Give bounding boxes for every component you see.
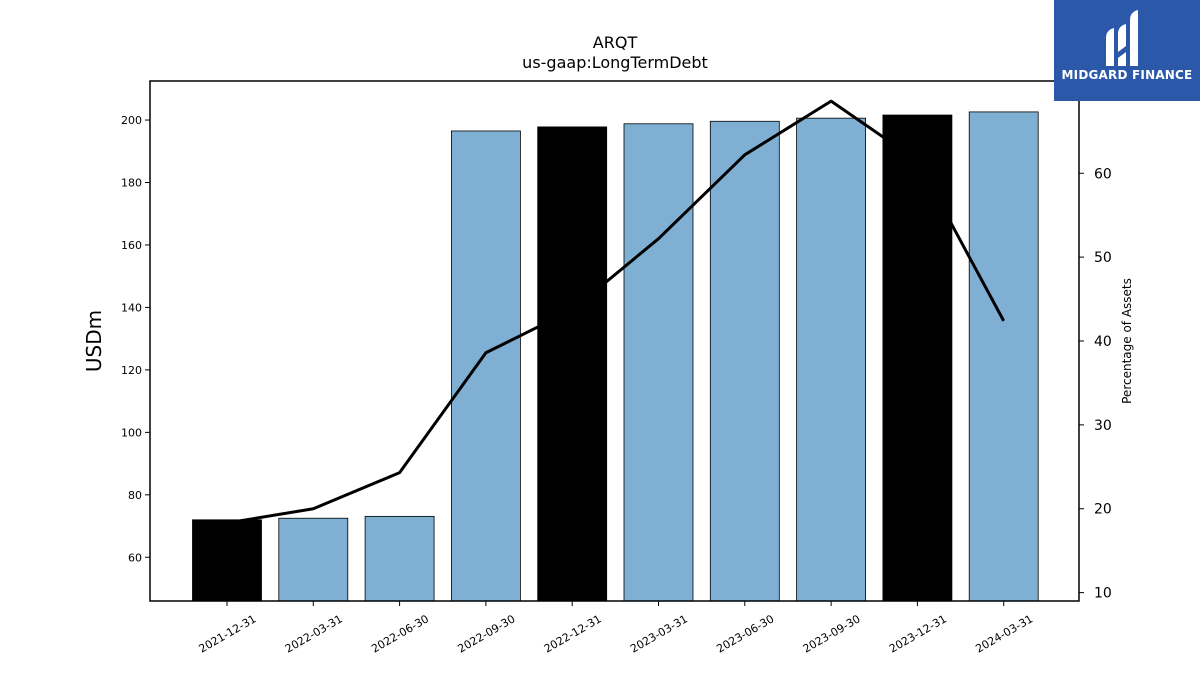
bar — [709, 120, 780, 602]
percentage-line — [226, 99, 1006, 525]
y-tick-label: 160 — [121, 239, 142, 252]
x-tick-label: 2023-09-30 — [801, 612, 863, 655]
chart-title: ARQT — [593, 33, 638, 52]
x-tick-label: 2023-12-31 — [887, 612, 949, 655]
x-tick-label: 2021-12-31 — [197, 612, 259, 655]
logo-text: MIDGARD FINANCE — [1061, 68, 1193, 82]
y-tick-label: 200 — [121, 114, 142, 127]
brand-logo: MIDGARD FINANCE — [1054, 0, 1200, 101]
axes-group: 60 80 100 120 140 160 180 200 10 20 30 40 50 60 2021-1… — [121, 80, 1112, 656]
x-tick-label: 2022-06-30 — [369, 612, 431, 655]
x-tick-label: 2022-09-30 — [456, 612, 518, 655]
y2-tick-label: 30 — [1094, 418, 1112, 434]
y-tick-label: 180 — [121, 177, 142, 190]
bar — [537, 126, 608, 602]
bar — [364, 515, 435, 602]
y-tick-label: 80 — [128, 489, 142, 502]
bar — [623, 123, 694, 602]
bar — [450, 130, 521, 602]
y-tick-label: 120 — [121, 364, 142, 377]
bar — [278, 517, 349, 602]
x-tick-label: 2024-03-31 — [973, 612, 1035, 655]
x-tick-label: 2023-03-31 — [628, 612, 690, 655]
y-tick-label: 140 — [121, 301, 142, 314]
y2-tick-label: 20 — [1094, 502, 1112, 518]
y2-axis-label: Percentage of Assets — [1120, 278, 1134, 404]
y-tick-label: 60 — [128, 551, 142, 564]
y2-tick-label: 10 — [1094, 586, 1112, 602]
y-axis-label: USDm — [82, 310, 106, 372]
logo-mark-icon — [1106, 10, 1138, 66]
y2-tick-label: 40 — [1094, 334, 1112, 350]
y2-tick-label: 60 — [1094, 166, 1112, 182]
bar-group — [192, 111, 1039, 602]
x-tick-label: 2022-03-31 — [283, 612, 345, 655]
x-tick-label: 2022-12-31 — [542, 612, 604, 655]
bar — [192, 519, 262, 602]
chart-subtitle: us-gaap:LongTermDebt — [522, 53, 708, 72]
x-tick-label: 2023-06-30 — [714, 612, 776, 655]
bar — [796, 117, 866, 602]
y-tick-label: 100 — [121, 426, 142, 439]
bar — [968, 111, 1039, 602]
y2-tick-label: 50 — [1094, 250, 1112, 266]
line-group — [226, 99, 1006, 525]
bar — [882, 114, 953, 602]
